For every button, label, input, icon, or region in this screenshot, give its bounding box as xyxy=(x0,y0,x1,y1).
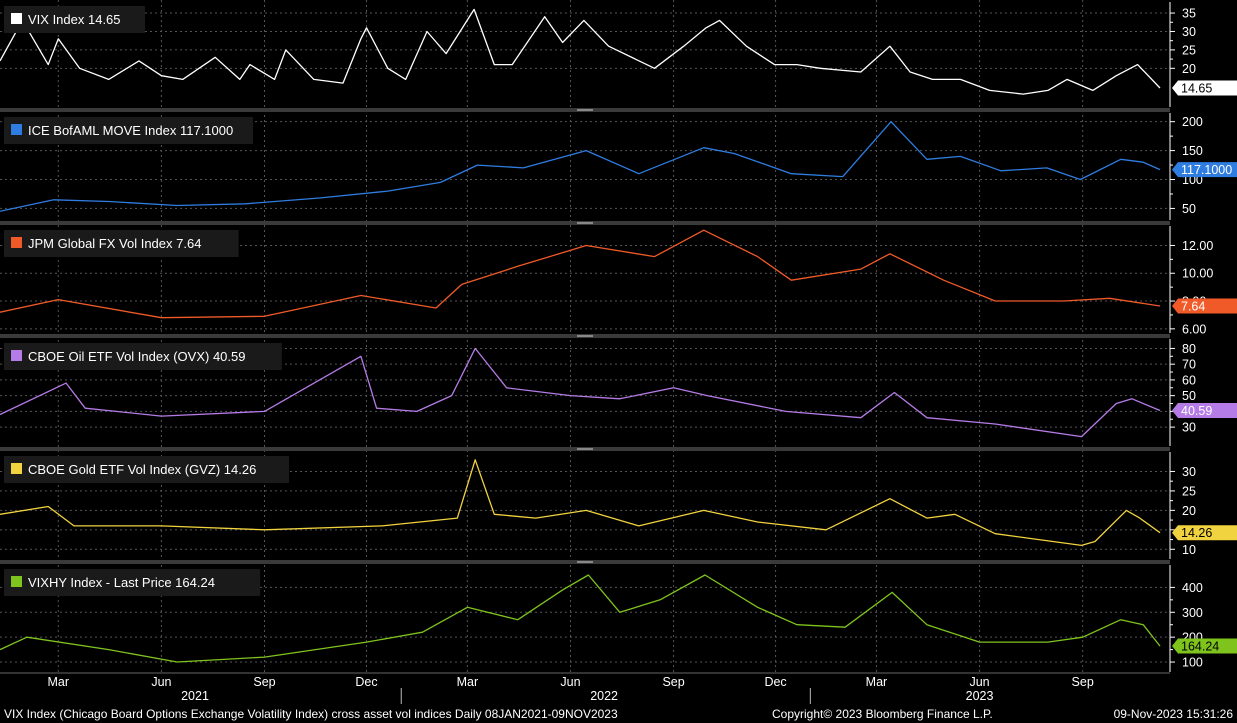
series-line xyxy=(0,459,1161,547)
y-tick-label: 300 xyxy=(1182,606,1203,620)
month-tick-label: Mar xyxy=(866,675,888,689)
legend-swatch xyxy=(11,237,22,248)
y-tick-label: 100 xyxy=(1182,656,1203,670)
panel-1: 20 25 30 35 14.65 VIX Index 14.65 xyxy=(0,2,1237,112)
month-tick-label: Sep xyxy=(1072,675,1094,689)
y-tick-label: 50 xyxy=(1182,202,1196,216)
year-tick-label: 2022 xyxy=(590,689,618,703)
separator-handle xyxy=(577,109,593,111)
y-tick-label: 200 xyxy=(1182,115,1203,129)
last-value-flag xyxy=(1172,298,1237,314)
y-tick-label: 400 xyxy=(1182,581,1203,595)
y-tick-label: 50 xyxy=(1182,389,1196,403)
legend-label: ICE BofAML MOVE Index 117.1000 xyxy=(28,123,233,138)
y-tick-label: 35 xyxy=(1182,7,1196,21)
separator-handle xyxy=(577,222,593,224)
month-tick-label: Jun xyxy=(969,675,989,689)
legend-label: CBOE Oil ETF Vol Index (OVX) 40.59 xyxy=(28,349,245,364)
chart-description: VIX Index (Chicago Board Options Exchang… xyxy=(4,707,618,721)
last-value-label: 7.64 xyxy=(1181,300,1205,314)
separator-handle xyxy=(577,335,593,337)
y-tick-label: 20 xyxy=(1182,62,1196,76)
separator-handle xyxy=(577,448,593,450)
legend-box xyxy=(4,230,239,257)
year-tick-label: 2023 xyxy=(966,689,994,703)
timestamp-text: 09-Nov-2023 15:31:26 xyxy=(1113,707,1233,721)
month-tick-label: Mar xyxy=(457,675,479,689)
y-tick-label: 10.00 xyxy=(1182,267,1213,281)
y-tick-label: 70 xyxy=(1182,358,1196,372)
last-value-flag xyxy=(1172,402,1237,418)
month-tick-label: Dec xyxy=(764,675,786,689)
legend-swatch xyxy=(11,13,22,24)
last-value-label: 14.65 xyxy=(1181,82,1212,96)
y-tick-label: 25 xyxy=(1182,484,1196,498)
series-line xyxy=(0,121,1161,212)
legend-box xyxy=(4,569,261,596)
legend-box xyxy=(4,343,282,370)
legend-box xyxy=(4,6,145,33)
legend-box xyxy=(4,117,253,144)
y-tick-label: 30 xyxy=(1182,25,1196,39)
y-tick-label: 20 xyxy=(1182,504,1196,518)
series-line xyxy=(0,574,1161,663)
legend-swatch xyxy=(11,350,22,361)
legend-box xyxy=(4,456,289,483)
last-value-flag xyxy=(1172,525,1237,541)
legend-swatch xyxy=(11,124,22,135)
last-value-flag xyxy=(1172,162,1237,178)
legend-label: CBOE Gold ETF Vol Index (GVZ) 14.26 xyxy=(28,462,256,477)
legend-label: JPM Global FX Vol Index 7.64 xyxy=(28,236,201,251)
month-tick-label: Dec xyxy=(355,675,377,689)
series-line xyxy=(0,229,1161,319)
y-tick-label: 30 xyxy=(1182,421,1196,435)
series-line xyxy=(0,8,1161,95)
last-value-label: 164.24 xyxy=(1181,640,1219,654)
y-tick-label: 25 xyxy=(1182,43,1196,57)
month-tick-label: Sep xyxy=(253,675,275,689)
separator-handle xyxy=(577,561,593,563)
year-tick-label: 2021 xyxy=(181,689,209,703)
y-tick-label: 150 xyxy=(1182,144,1203,158)
x-axis: Mar Jun Sep Dec Mar Jun Sep Dec Mar Jun Sep 2021 202… xyxy=(0,672,1170,704)
last-value-label: 117.1000 xyxy=(1181,163,1232,177)
legend-swatch xyxy=(11,463,22,474)
last-value-label: 40.59 xyxy=(1181,404,1212,418)
legend-swatch xyxy=(11,576,22,587)
month-tick-label: Mar xyxy=(48,675,70,689)
last-value-label: 14.26 xyxy=(1181,526,1212,540)
y-tick-label: 30 xyxy=(1182,465,1196,479)
month-tick-label: Jun xyxy=(560,675,580,689)
y-tick-label: 12.00 xyxy=(1182,239,1213,253)
last-value-flag xyxy=(1172,638,1237,654)
month-tick-label: Sep xyxy=(662,675,684,689)
y-tick-label: 10 xyxy=(1182,543,1196,557)
legend-label: VIXHY Index - Last Price 164.24 xyxy=(28,575,215,590)
series-line xyxy=(0,347,1161,438)
y-tick-label: 6.00 xyxy=(1182,322,1206,336)
last-value-flag xyxy=(1172,80,1237,96)
copyright-text: Copyright© 2023 Bloomberg Finance L.P. xyxy=(772,707,993,721)
y-tick-label: 60 xyxy=(1182,373,1196,387)
legend-label: VIX Index 14.65 xyxy=(28,12,121,27)
y-tick-label: 80 xyxy=(1182,342,1196,356)
month-tick-label: Jun xyxy=(151,675,171,689)
